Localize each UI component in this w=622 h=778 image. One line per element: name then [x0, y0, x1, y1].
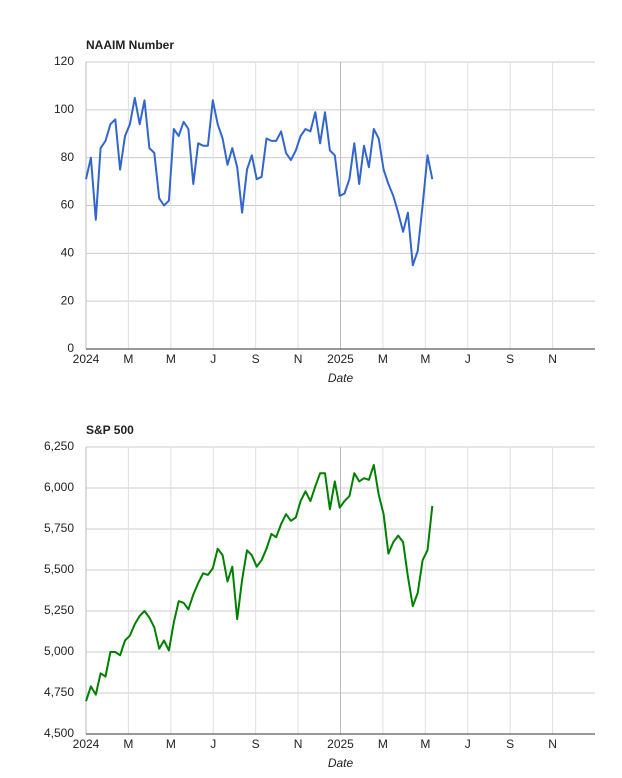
x-tick-label: M: [123, 737, 133, 751]
x-tick-label: S: [506, 737, 514, 751]
y-tick-label: 5,000: [44, 644, 74, 658]
x-tick-label: N: [548, 737, 557, 751]
y-tick-label: 20: [61, 293, 75, 307]
chart-title: NAAIM Number: [86, 38, 174, 52]
x-tick-label: M: [166, 737, 176, 751]
x-tick-label: N: [294, 352, 303, 366]
x-tick-label: J: [465, 352, 471, 366]
x-tick-label: M: [166, 352, 176, 366]
y-tick-label: 4,750: [44, 685, 74, 699]
x-tick-label: S: [252, 352, 260, 366]
x-tick-label: 2024: [73, 737, 100, 751]
y-tick-label: 60: [61, 198, 75, 212]
y-tick-label: 4,500: [44, 726, 74, 740]
y-tick-label: 5,750: [44, 521, 74, 535]
x-tick-label: S: [506, 352, 514, 366]
x-tick-label: 2025: [327, 352, 354, 366]
y-tick-label: 6,250: [44, 439, 74, 453]
x-axis-title: Date: [328, 371, 354, 385]
y-tick-label: 120: [54, 54, 74, 68]
y-tick-label: 40: [61, 246, 75, 260]
chart-title: S&P 500: [86, 423, 134, 437]
y-tick-label: 5,250: [44, 603, 74, 617]
x-axis-title: Date: [328, 756, 354, 770]
data-line: [85, 464, 434, 702]
x-tick-label: M: [420, 352, 430, 366]
x-tick-label: M: [378, 352, 388, 366]
x-tick-label: M: [123, 352, 133, 366]
data-line: [85, 96, 434, 267]
x-tick-label: 2025: [327, 737, 354, 751]
x-tick-label: J: [465, 737, 471, 751]
y-tick-label: 0: [67, 341, 74, 355]
x-tick-label: J: [210, 352, 216, 366]
y-tick-label: 80: [61, 150, 75, 164]
y-tick-label: 5,500: [44, 562, 74, 576]
y-tick-label: 100: [54, 102, 74, 116]
x-tick-label: N: [294, 737, 303, 751]
x-tick-label: 2024: [73, 352, 100, 366]
x-tick-label: M: [420, 737, 430, 751]
x-tick-label: S: [252, 737, 260, 751]
y-tick-label: 6,000: [44, 480, 74, 494]
x-tick-label: M: [378, 737, 388, 751]
x-tick-label: N: [548, 352, 557, 366]
x-tick-label: J: [210, 737, 216, 751]
